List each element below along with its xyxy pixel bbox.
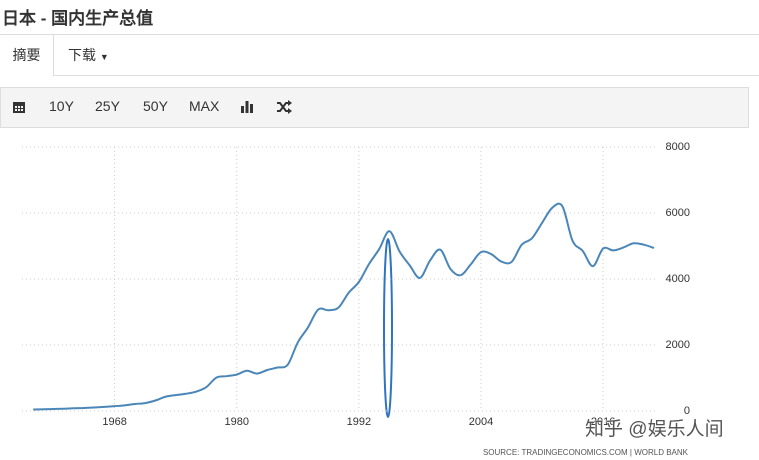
y-tick-label: 6000 xyxy=(666,207,690,219)
range-button[interactable]: MAX xyxy=(189,98,220,114)
toolbar: 10Y 25Y 50Y MAX xyxy=(0,87,749,128)
chart: 0 2000 4000 6000 8000 1968 1980 1992 2004 2016 SOU… xyxy=(22,141,724,457)
annotation-oval xyxy=(383,238,393,418)
tab-label: 下载 xyxy=(68,47,96,63)
x-tick-label: 1968 xyxy=(102,416,126,428)
range-button[interactable]: 10Y xyxy=(49,98,74,114)
calendar-icon[interactable] xyxy=(12,100,26,114)
x-tick-label: 1992 xyxy=(347,416,371,428)
x-tick-label: 2004 xyxy=(469,416,493,428)
x-tick-label: 1980 xyxy=(224,416,248,428)
page-title: 日本 - 国内生产总值 xyxy=(2,9,154,28)
range-button[interactable]: 50Y xyxy=(143,98,168,114)
y-tick-label: 0 xyxy=(684,405,690,417)
watermark: 知乎 @娱乐人间 xyxy=(585,418,724,440)
y-tick-label: 2000 xyxy=(666,339,690,351)
data-line xyxy=(33,202,655,411)
tab-bar: 摘要 下载 ▼ xyxy=(0,34,759,76)
shuffle-icon[interactable] xyxy=(276,100,292,114)
bar-icon[interactable] xyxy=(240,100,254,114)
source-note: SOURCE: TRADINGECONOMICS.COM | WORLD BAN… xyxy=(483,448,689,457)
tab[interactable]: 下载 ▼ xyxy=(68,47,109,63)
y-tick-label: 4000 xyxy=(666,273,690,285)
range-button[interactable]: 25Y xyxy=(95,98,120,114)
tab[interactable]: 摘要 xyxy=(0,35,54,76)
x-tick-label: 2016 xyxy=(591,416,615,428)
y-tick-label: 8000 xyxy=(666,141,690,153)
